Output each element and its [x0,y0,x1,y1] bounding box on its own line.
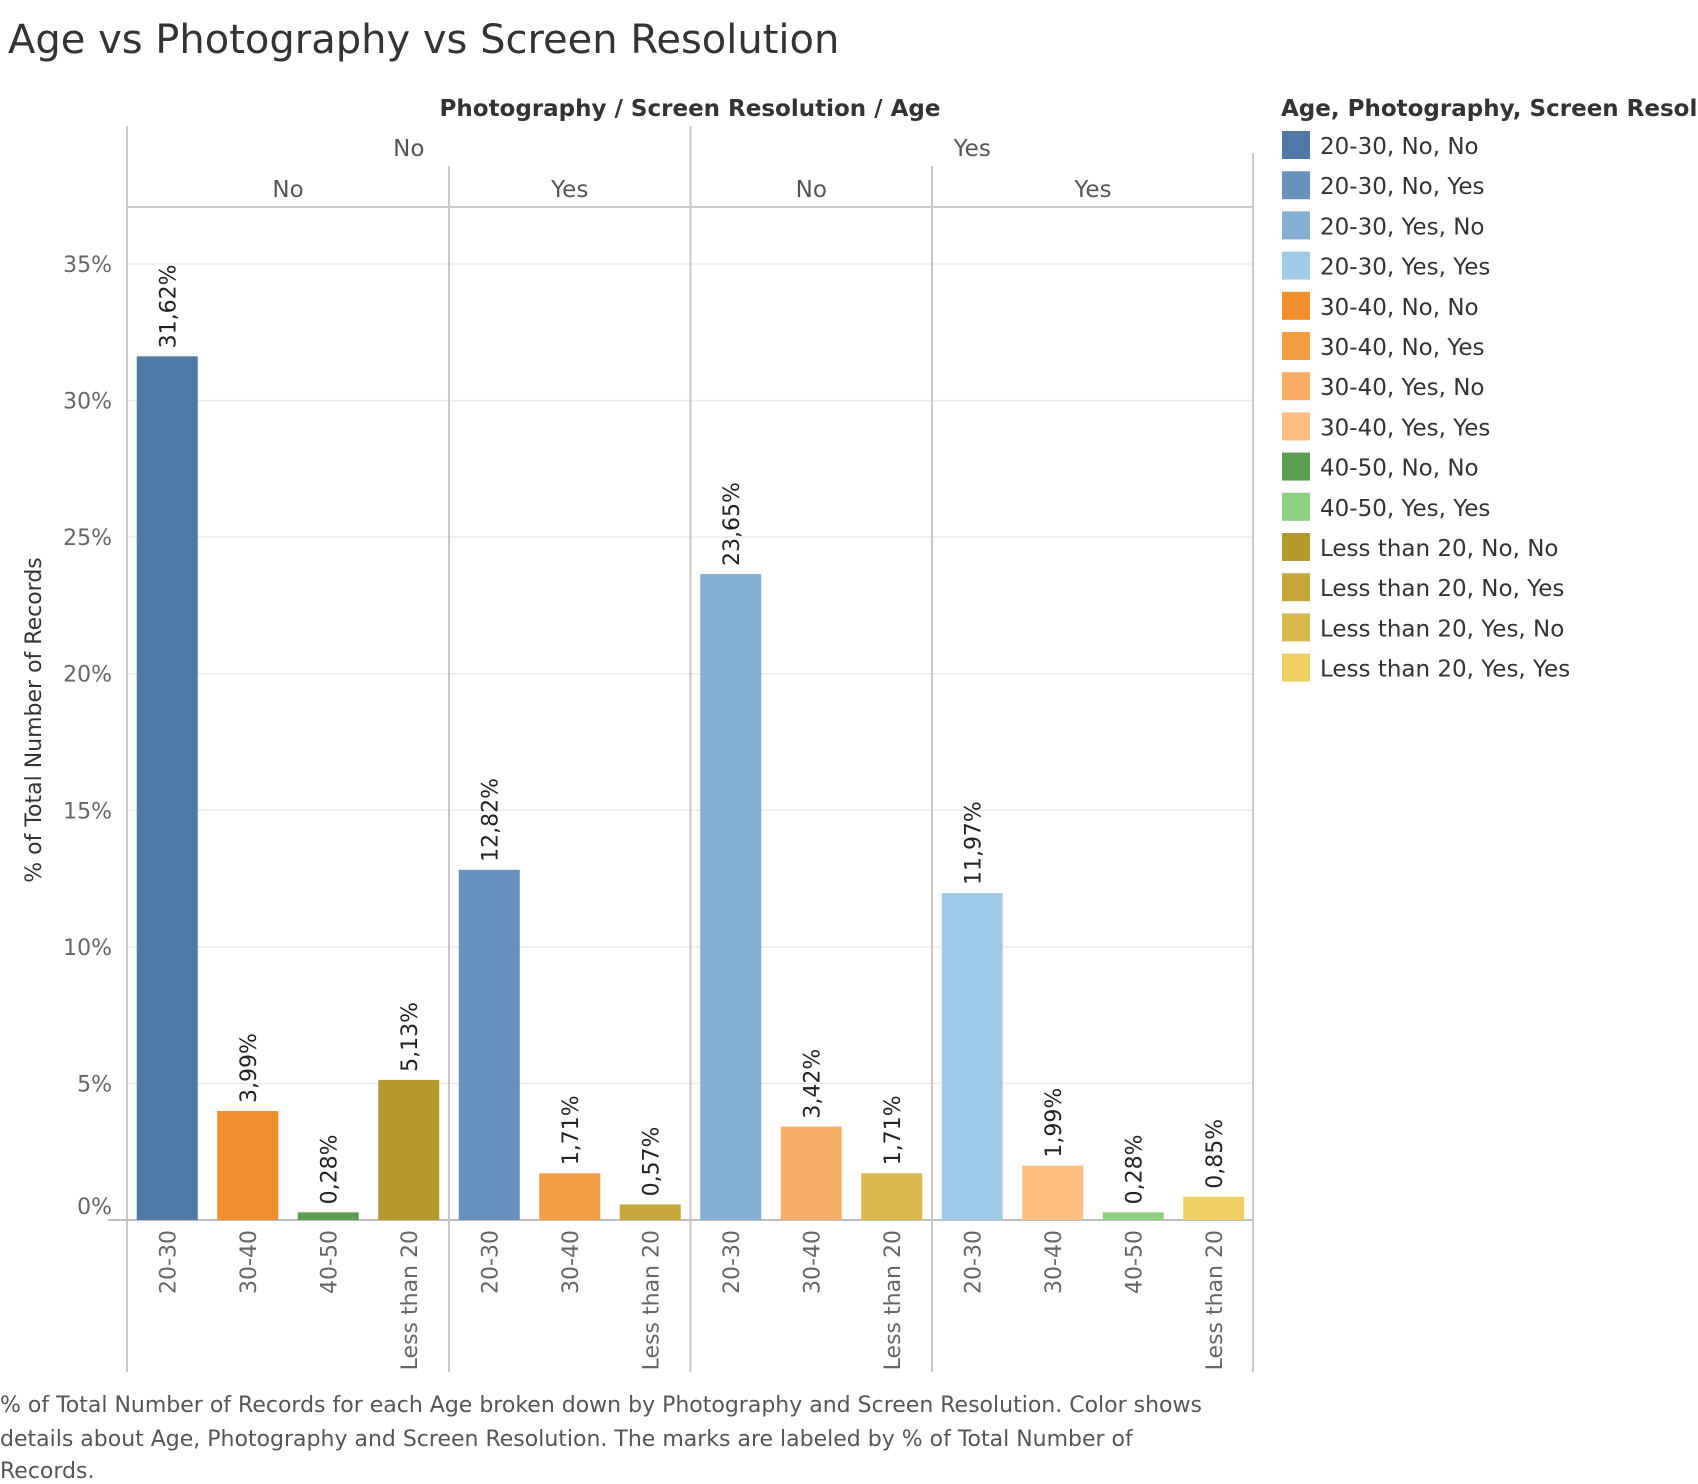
x-tick-label: 40-50 [1122,1230,1147,1294]
legend-swatch [1282,211,1310,240]
legend-item-label: 40-50, No, No [1320,456,1479,482]
x-tick-label: 30-40 [559,1230,584,1294]
data-label: 1,99% [1042,1088,1067,1158]
caption-line-3: Records. [0,1459,94,1484]
screen-resolution-header: Yes [1073,177,1111,203]
bar [700,574,762,1220]
legend-item-label: 30-40, Yes, No [1320,375,1484,401]
bar [861,1173,923,1220]
bar [297,1212,359,1220]
x-tick-label: 20-30 [478,1230,503,1294]
legend-item-label: Less than 20, No, Yes [1320,576,1564,602]
legend-swatch [1282,653,1310,682]
bars: 31,62% 3,99% 0,28% 5,13% 12,82% 1,71% 0,57% 23,… [136,264,1245,1221]
legend-item-label: Less than 20, Yes, No [1320,616,1564,642]
y-tick-label: 35% [63,253,112,278]
screen-resolution-header: No [272,177,303,203]
x-tick-label: Less than 20 [398,1230,423,1370]
bar [136,356,198,1221]
data-label: 0,85% [1203,1119,1228,1189]
bar [941,893,1003,1220]
legend-swatch [1282,412,1310,441]
data-label: 31,62% [156,264,181,348]
legend-title: Age, Photography, Screen Resolution [1281,96,1698,122]
x-tick-label: Less than 20 [881,1230,906,1370]
photography-header: No [393,136,424,162]
x-tick-label: 20-30 [156,1230,181,1294]
bar [217,1111,279,1220]
x-tick-label: 40-50 [317,1230,342,1294]
bar [780,1126,842,1220]
y-tick-label: 0% [77,1195,112,1220]
x-tick-label: 20-30 [961,1230,986,1294]
legend-item-label: 20-30, No, Yes [1320,174,1484,200]
column-header: Photography / Screen Resolution / Age [440,96,941,122]
x-tick-label: 30-40 [800,1230,825,1294]
legend-swatch [1282,573,1310,602]
legend-swatch [1282,291,1310,320]
legend-swatch [1282,171,1310,200]
legend-item-label: 30-40, No, Yes [1320,335,1484,361]
x-tick-label: 20-30 [720,1230,745,1294]
data-label: 1,71% [559,1095,584,1165]
data-label: 0,28% [1122,1134,1147,1204]
legend-swatch [1282,131,1310,159]
data-label: 0,28% [317,1134,342,1204]
legend-swatch [1282,613,1310,642]
y-axis: 0% 5% 10% 15% 20% 25% 30% 35% [63,253,112,1220]
bar [539,1173,601,1220]
x-tick-label: 30-40 [237,1230,262,1294]
legend-swatch [1282,452,1310,481]
caption-line-2: details about Age, Photography and Scree… [0,1427,1134,1452]
legend-swatch [1282,492,1310,521]
data-label: 1,71% [881,1095,906,1165]
y-tick-label: 15% [63,799,112,824]
data-label: 11,97% [961,801,986,885]
y-axis-label: % of Total Number of Records [22,557,47,883]
legend-item-label: 20-30, Yes, No [1320,214,1484,240]
legend-item-label: Less than 20, No, No [1320,536,1558,562]
data-label: 12,82% [478,778,503,862]
bar [458,869,520,1220]
y-tick-label: 25% [63,526,112,551]
screen-resolution-header: No [796,177,827,203]
screen-resolution-header: Yes [550,177,588,203]
chart-title: Age vs Photography vs Screen Resolution [8,17,839,63]
y-tick-label: 5% [77,1072,112,1097]
x-tick-label: 30-40 [1042,1230,1067,1294]
bar [1102,1212,1164,1220]
legend-item-label: 30-40, No, No [1320,295,1479,321]
x-tick-label: Less than 20 [639,1230,664,1370]
data-label: 0,57% [639,1127,664,1197]
panel-headers: No Yes No Yes No Yes [272,136,1111,203]
legend-swatch [1282,372,1310,401]
legend-item-label: 30-40, Yes, Yes [1320,415,1490,441]
y-tick-label: 10% [63,936,112,961]
x-tick-label: Less than 20 [1203,1230,1228,1370]
caption-line-1: % of Total Number of Records for each Ag… [0,1393,1202,1418]
y-tick-label: 20% [63,663,112,688]
legend: Age, Photography, Screen Resolution 20-3… [1281,96,1698,683]
legend-item-label: 20-30, Yes, Yes [1320,255,1490,281]
data-label: 23,65% [720,482,745,566]
x-axis: 20-30 30-40 40-50 Less than 20 20-30 30-40 Les… [156,1230,1228,1370]
data-label: 3,42% [800,1049,825,1119]
bar [1022,1165,1084,1220]
legend-swatch [1282,251,1310,280]
legend-item-label: 20-30, No, No [1320,134,1479,160]
legend-item-label: 40-50, Yes, Yes [1320,496,1490,522]
photography-header: Yes [953,136,991,162]
data-label: 3,99% [237,1033,262,1103]
bar [619,1204,681,1220]
legend-swatch [1282,533,1310,561]
legend-swatch [1282,332,1310,360]
bar [378,1079,440,1220]
y-tick-label: 30% [63,390,112,415]
caption: % of Total Number of Records for each Ag… [0,1393,1202,1484]
data-label: 5,13% [398,1002,423,1072]
bar [1183,1196,1245,1220]
legend-item-label: Less than 20, Yes, Yes [1320,657,1570,683]
